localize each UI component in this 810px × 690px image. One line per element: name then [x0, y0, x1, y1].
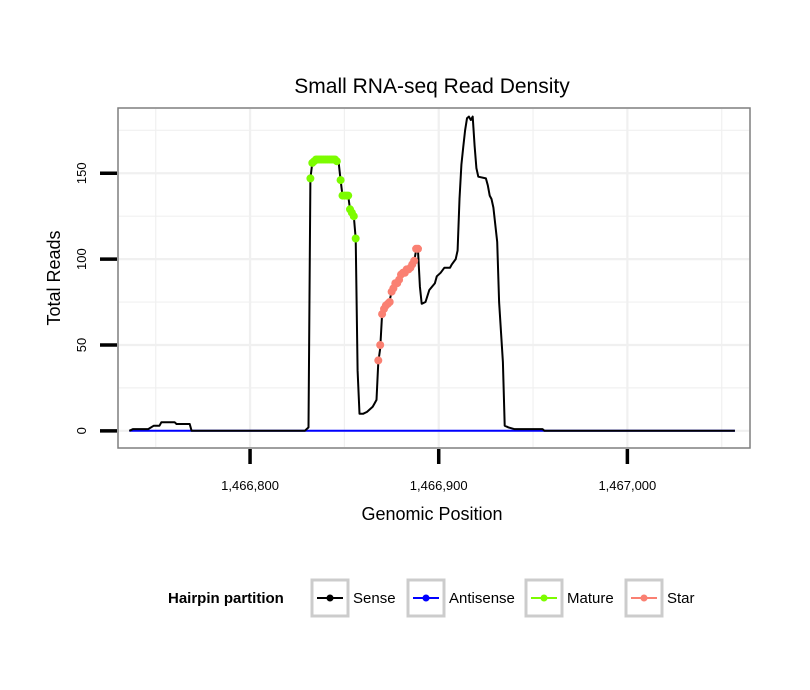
- data-point-star: [376, 341, 385, 349]
- data-point-star: [410, 256, 419, 265]
- y-tick-label: 100: [74, 248, 89, 270]
- chart-title: Small RNA-seq Read Density: [294, 75, 570, 98]
- y-tick-label: 50: [74, 338, 89, 352]
- legend-label-star: Star: [667, 590, 695, 607]
- y-tick-label: 0: [74, 427, 89, 434]
- legend-label-antisense: Antisense: [449, 590, 515, 607]
- data-point-mature: [332, 157, 341, 166]
- legend-label-mature: Mature: [567, 590, 614, 607]
- data-point-mature: [306, 174, 315, 183]
- legend-key-point: [540, 594, 548, 602]
- data-point-star: [414, 244, 422, 253]
- legend-key-point: [422, 594, 430, 602]
- legend: Hairpin partition Sense Antisense Mature St…: [168, 578, 695, 618]
- data-point-mature: [336, 176, 345, 185]
- x-tick-label: 1,467,000: [598, 478, 656, 493]
- legend-label-sense: Sense: [353, 590, 396, 607]
- legend-title: Hairpin partition: [168, 590, 284, 607]
- data-point-mature: [344, 191, 353, 200]
- data-point-mature: [351, 234, 360, 243]
- data-point-star: [385, 298, 394, 306]
- legend-key-point: [640, 594, 648, 602]
- x-tick-label: 1,466,800: [221, 478, 279, 493]
- grid-lines: [119, 109, 749, 447]
- x-axis: 1,466,800 1,466,900 1,467,000: [221, 449, 656, 493]
- legend-key-point: [326, 594, 334, 602]
- x-tick-label: 1,466,900: [410, 478, 468, 493]
- y-tick-label: 150: [74, 162, 89, 184]
- data-point-mature: [349, 212, 358, 221]
- plot-panel: [117, 107, 751, 449]
- legend-entries: Sense Antisense Mature Star: [310, 578, 695, 618]
- y-axis-label: Total Reads: [44, 230, 64, 325]
- series-points: [306, 155, 422, 365]
- y-axis: 0 50 100 150: [74, 162, 117, 434]
- x-axis-label: Genomic Position: [361, 504, 502, 524]
- data-point-star: [374, 356, 383, 365]
